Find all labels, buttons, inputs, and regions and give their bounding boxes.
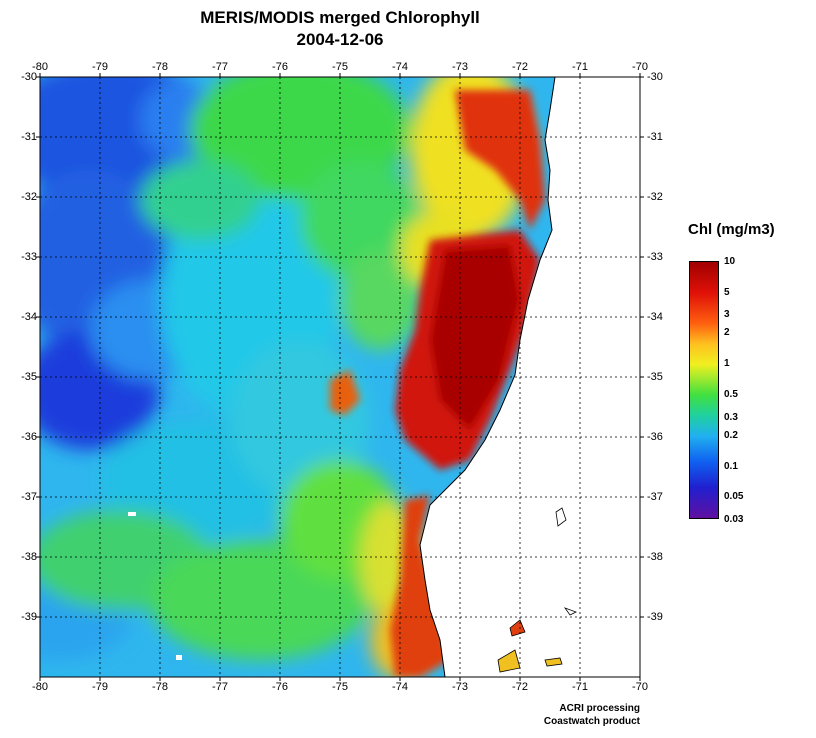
colorbar-label: 0.05 xyxy=(724,491,744,503)
lon-label-top: -75 xyxy=(332,61,348,73)
colorbar-label: 1 xyxy=(724,358,730,370)
lon-label-top: -79 xyxy=(92,61,108,73)
lat-label-right: -32 xyxy=(647,191,663,203)
colorbar-label: 0.1 xyxy=(724,460,738,472)
colorbar-label: 2 xyxy=(724,327,730,339)
lat-label-right: -33 xyxy=(647,251,663,263)
lat-label-left: -33 xyxy=(21,251,37,263)
lon-label-bottom: -74 xyxy=(392,681,408,693)
lon-label-bottom: -76 xyxy=(272,681,288,693)
lat-label-left: -37 xyxy=(21,491,37,503)
lon-label-top: -70 xyxy=(632,61,648,73)
lat-label-left: -39 xyxy=(21,611,37,623)
lon-label-bottom: -80 xyxy=(32,681,48,693)
lon-label-bottom: -77 xyxy=(212,681,228,693)
lat-label-left: -30 xyxy=(21,71,37,83)
lon-label-bottom: -70 xyxy=(632,681,648,693)
lon-label-top: -78 xyxy=(152,61,168,73)
map-date: 2004-12-06 xyxy=(296,30,384,49)
lon-label-top: -73 xyxy=(452,61,468,73)
lat-label-right: -31 xyxy=(647,131,663,143)
lat-label-right: -36 xyxy=(647,431,663,443)
lon-label-top: -72 xyxy=(512,61,528,73)
lat-label-left: -31 xyxy=(21,131,37,143)
lat-label-left: -38 xyxy=(21,551,37,563)
colorbar xyxy=(689,261,719,519)
lon-label-top: -71 xyxy=(572,61,588,73)
lon-label-bottom: -73 xyxy=(452,681,468,693)
credit-product: Coastwatch product xyxy=(543,716,640,727)
colorbar-label: 5 xyxy=(724,286,730,298)
lon-label-bottom: -78 xyxy=(152,681,168,693)
lat-label-right: -37 xyxy=(647,491,663,503)
lon-label-top: -77 xyxy=(212,61,228,73)
colorbar-label: 3 xyxy=(724,309,730,321)
colorbar-label: 0.2 xyxy=(724,429,738,441)
colorbar-label: 0.3 xyxy=(724,411,738,423)
graticule xyxy=(40,77,640,677)
coastal-high-chl-north xyxy=(455,90,545,230)
lat-label-right: -35 xyxy=(647,371,663,383)
lat-label-right: -39 xyxy=(647,611,663,623)
lat-label-left: -35 xyxy=(21,371,37,383)
coastal-high-chl-south xyxy=(390,495,450,677)
lat-label-left: -32 xyxy=(21,191,37,203)
lat-label-right: -38 xyxy=(647,551,663,563)
legend-title: Chl (mg/m3) xyxy=(688,221,775,238)
lon-label-top: -80 xyxy=(32,61,48,73)
lon-label-top: -74 xyxy=(392,61,408,73)
lon-label-bottom: -71 xyxy=(572,681,588,693)
lat-label-right: -34 xyxy=(647,311,663,323)
lat-label-left: -36 xyxy=(21,431,37,443)
lon-label-bottom: -79 xyxy=(92,681,108,693)
lat-label-left: -34 xyxy=(21,311,37,323)
colorbar-label: 0.03 xyxy=(724,514,744,525)
credit-processing: ACRI processing xyxy=(559,703,640,714)
colorbar-label: 10 xyxy=(724,256,736,267)
lon-label-bottom: -75 xyxy=(332,681,348,693)
map-title: MERIS/MODIS merged Chlorophyll xyxy=(200,8,480,27)
lon-label-top: -76 xyxy=(272,61,288,73)
colorbar-label: 0.5 xyxy=(724,389,738,401)
lon-label-bottom: -72 xyxy=(512,681,528,693)
lat-label-right: -30 xyxy=(647,71,663,83)
